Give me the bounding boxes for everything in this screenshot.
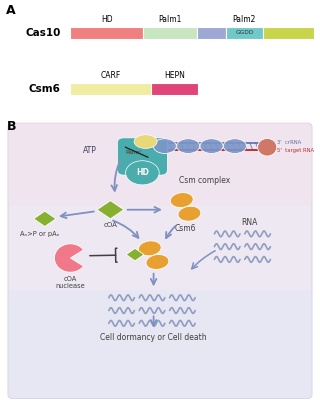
- Ellipse shape: [223, 139, 246, 154]
- FancyBboxPatch shape: [197, 27, 226, 39]
- Ellipse shape: [200, 139, 223, 154]
- Text: 5'  target RNA: 5' target RNA: [277, 148, 315, 152]
- FancyBboxPatch shape: [70, 27, 143, 39]
- Ellipse shape: [138, 241, 161, 256]
- Ellipse shape: [170, 192, 193, 208]
- Text: cOA: cOA: [103, 222, 117, 228]
- Text: HD: HD: [136, 168, 149, 177]
- Text: 5': 5': [138, 138, 143, 142]
- FancyBboxPatch shape: [151, 83, 198, 95]
- FancyBboxPatch shape: [226, 27, 262, 39]
- Text: Cell dormancy or Cell death: Cell dormancy or Cell death: [100, 333, 207, 342]
- Ellipse shape: [177, 139, 200, 154]
- Text: GGDD: GGDD: [235, 30, 253, 36]
- Text: Csm6: Csm6: [175, 224, 196, 234]
- Text: ATP: ATP: [83, 146, 97, 154]
- Polygon shape: [126, 248, 144, 261]
- Text: 3': 3': [138, 150, 143, 155]
- Text: Palm2: Palm2: [233, 15, 256, 24]
- Ellipse shape: [258, 138, 277, 156]
- Text: 3'  crRNA: 3' crRNA: [277, 140, 302, 145]
- Polygon shape: [34, 211, 56, 226]
- Text: Csm complex: Csm complex: [179, 176, 230, 185]
- Ellipse shape: [126, 161, 159, 185]
- Text: Cas10: Cas10: [25, 28, 61, 38]
- FancyBboxPatch shape: [8, 291, 312, 398]
- FancyBboxPatch shape: [8, 123, 312, 398]
- FancyBboxPatch shape: [262, 27, 314, 39]
- Polygon shape: [97, 201, 124, 219]
- Ellipse shape: [134, 135, 157, 148]
- Text: Csm6: Csm6: [29, 84, 61, 94]
- FancyBboxPatch shape: [143, 27, 197, 39]
- Text: B: B: [6, 120, 16, 133]
- Text: HEPN: HEPN: [164, 71, 185, 80]
- Wedge shape: [54, 244, 84, 272]
- Text: CARF: CARF: [100, 71, 121, 80]
- FancyBboxPatch shape: [117, 138, 167, 175]
- Text: HD: HD: [101, 15, 113, 24]
- Text: cOA
nuclease: cOA nuclease: [56, 276, 85, 290]
- FancyBboxPatch shape: [8, 123, 312, 206]
- Text: A: A: [6, 4, 16, 17]
- Ellipse shape: [153, 139, 176, 154]
- Text: Palm1: Palm1: [158, 15, 182, 24]
- Text: Aₙ>P or pAₙ: Aₙ>P or pAₙ: [20, 231, 60, 237]
- Ellipse shape: [146, 254, 169, 270]
- Text: RNA: RNA: [241, 218, 258, 227]
- FancyBboxPatch shape: [70, 83, 151, 95]
- Text: Palm: Palm: [126, 150, 140, 156]
- Ellipse shape: [178, 206, 201, 221]
